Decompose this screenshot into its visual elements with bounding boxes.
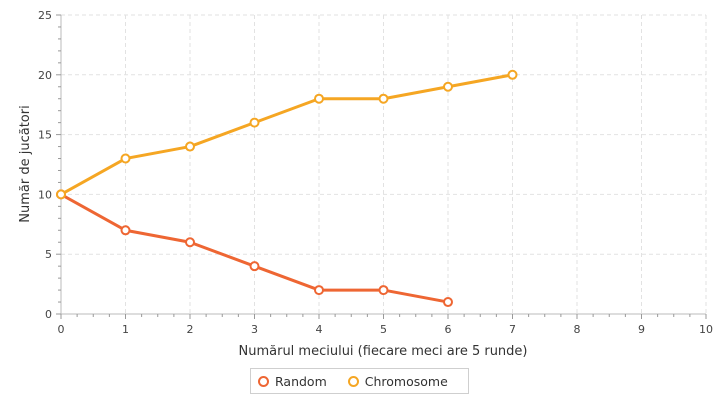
- legend-label-random: Random: [275, 373, 327, 389]
- data-point-chromosome[interactable]: [314, 93, 324, 104]
- y-axis-label: Număr de jucători: [18, 105, 33, 222]
- data-point-random[interactable]: [314, 285, 324, 296]
- x-tick-label: 10: [699, 323, 713, 336]
- grid: [61, 14, 707, 314]
- legend-item-random[interactable]: Random: [258, 374, 327, 389]
- data-point-random[interactable]: [120, 225, 131, 236]
- x-tick-label: 4: [316, 323, 323, 336]
- ticks: 0 1 2 3 4 5 6 7 8 9 10 0 5 10 15 20 25: [38, 9, 713, 336]
- y-tick-label: 25: [38, 9, 52, 22]
- legend-marker-chromosome: [347, 375, 359, 387]
- data-point-chromosome[interactable]: [507, 69, 518, 80]
- x-tick-label: 2: [187, 323, 194, 336]
- data-point-chromosome[interactable]: [56, 189, 66, 200]
- x-tick-label: 0: [58, 323, 65, 336]
- data-point-chromosome[interactable]: [249, 117, 260, 128]
- x-tick-label: 1: [122, 323, 129, 336]
- y-tick-label: 0: [45, 308, 52, 321]
- x-axis-label: Numărul meciului (fiecare meci are 5 run…: [239, 344, 528, 359]
- legend-item-chromosome[interactable]: Chromosome: [347, 373, 448, 389]
- x-tick-label: 7: [509, 323, 516, 336]
- data-point-chromosome[interactable]: [185, 141, 195, 152]
- data-point-random[interactable]: [443, 297, 453, 308]
- y-tick-label: 15: [38, 129, 52, 142]
- series: [56, 69, 518, 308]
- x-tick-label: 3: [251, 323, 258, 336]
- x-tick-label: 6: [445, 323, 452, 336]
- x-tick-label: 9: [638, 323, 645, 336]
- data-point-random[interactable]: [185, 237, 195, 248]
- y-tick-label: 20: [38, 69, 52, 82]
- legend-marker-random: [258, 375, 269, 387]
- data-point-chromosome[interactable]: [120, 153, 131, 164]
- data-point-chromosome[interactable]: [378, 93, 389, 104]
- series-line-chromosome: [59, 73, 514, 196]
- data-point-chromosome[interactable]: [443, 81, 453, 92]
- legend-label-chromosome: Chromosome: [364, 373, 448, 389]
- x-tick-label: 8: [574, 323, 581, 336]
- x-tick-label: 5: [380, 323, 387, 336]
- y-tick-label: 10: [38, 188, 52, 201]
- data-point-random[interactable]: [249, 261, 260, 272]
- legend: Random Chromosome: [250, 368, 469, 394]
- data-point-random[interactable]: [378, 285, 389, 296]
- y-tick-label: 5: [45, 248, 52, 261]
